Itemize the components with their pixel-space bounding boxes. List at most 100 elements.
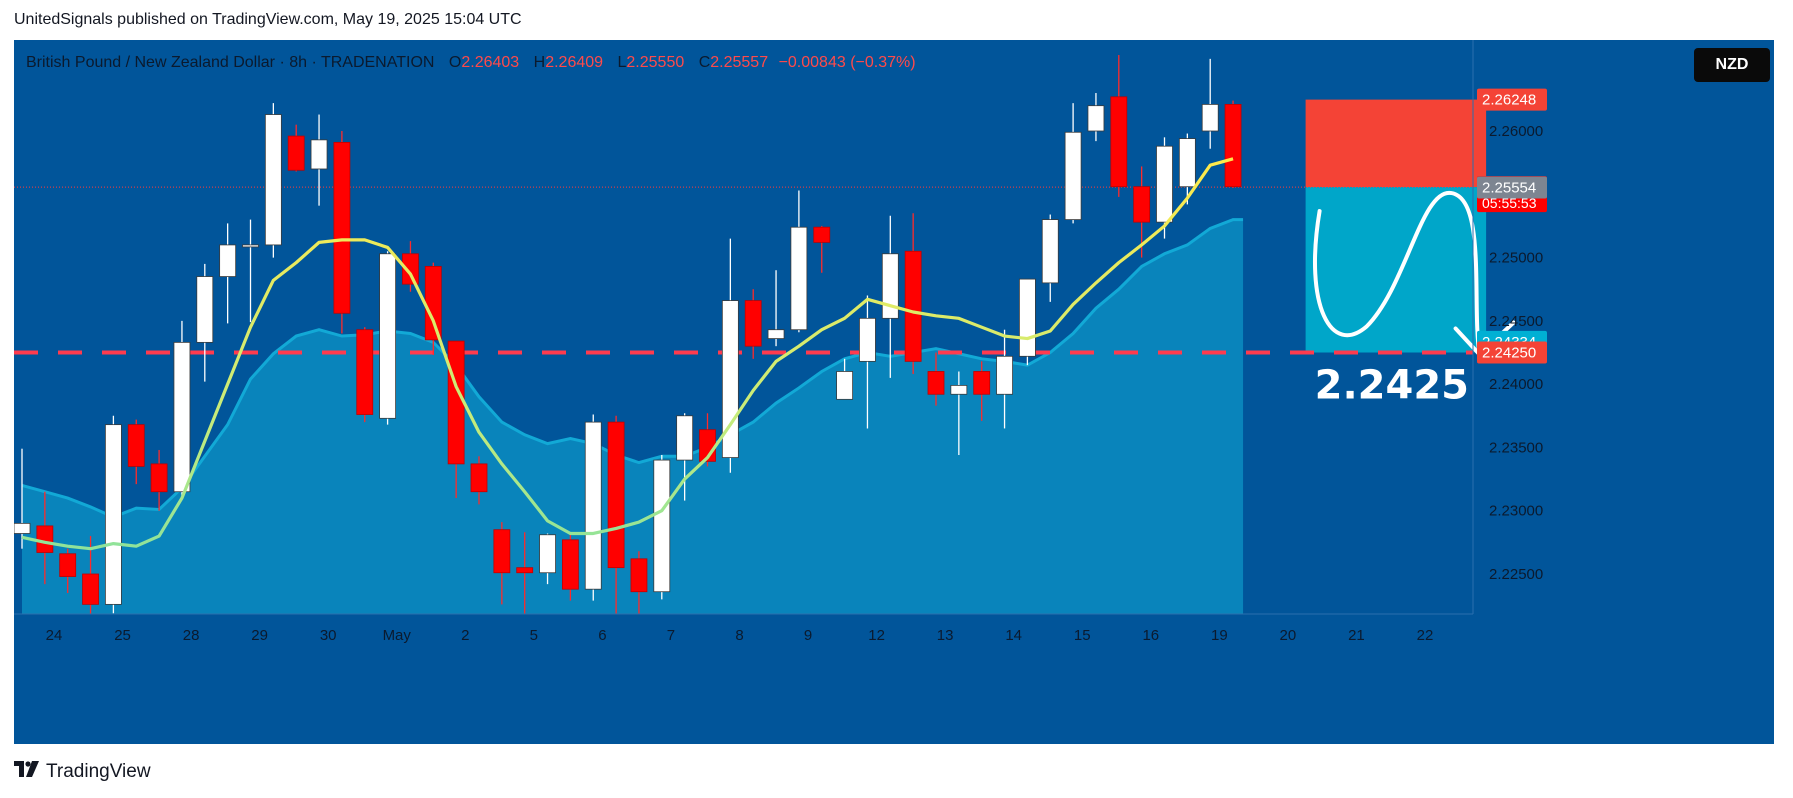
candle (1087, 93, 1105, 142)
price-tick-label: 2.23000 (1489, 503, 1543, 520)
time-tick-label: 13 (937, 627, 954, 644)
candle (767, 270, 785, 347)
price-label: 2.25554 (1477, 176, 1547, 199)
candle-body (1224, 104, 1242, 188)
candle-body (790, 226, 808, 331)
forecast-wave-drawing (1312, 191, 1482, 357)
candle-body (1019, 278, 1036, 357)
ma-slow-line (21, 218, 1244, 519)
candle-body (310, 139, 328, 170)
price-label-text: 2.24250 (1482, 345, 1536, 362)
open-label: O (448, 54, 462, 71)
candle (173, 320, 191, 496)
candle (264, 103, 282, 258)
price-label-text: 2.25554 (1482, 179, 1536, 196)
symbol-legend[interactable]: British Pound / New Zealand Dollar · 8h … (26, 54, 916, 72)
candle (333, 131, 351, 334)
candle-body (996, 355, 1013, 395)
candle (196, 263, 214, 382)
time-tick-label: 12 (868, 627, 885, 644)
candle-body (242, 244, 259, 248)
price-label-box (1477, 341, 1547, 364)
candle-body (219, 244, 237, 277)
candle (493, 522, 511, 605)
candle-body (1133, 186, 1151, 223)
candle (1041, 214, 1059, 302)
price-label: 2.24250 (1477, 341, 1547, 364)
candle-body (836, 371, 853, 400)
candle-body (950, 385, 968, 395)
candle (881, 215, 899, 378)
time-tick-label: 25 (114, 627, 131, 644)
time-tick-label: May (383, 627, 412, 644)
ma-slow-area (22, 219, 1244, 614)
candle (1064, 103, 1082, 224)
candle-body (630, 558, 648, 593)
take-profit-zone (1305, 187, 1487, 353)
time-tick-label: 30 (320, 627, 337, 644)
candle-body (676, 415, 694, 461)
candle-body (653, 459, 671, 593)
candle (562, 533, 579, 601)
candle (219, 223, 237, 324)
candle (14, 448, 31, 549)
candle (653, 455, 671, 600)
candle-body (813, 226, 831, 243)
candle-body (402, 253, 419, 285)
candle (539, 533, 556, 585)
time-tick-label: 6 (598, 627, 606, 644)
candle (287, 124, 305, 172)
candle-body (196, 276, 214, 343)
chart-area[interactable]: 2.2425 2.260002.255002.250002.245002.240… (14, 40, 1774, 744)
time-tick-label: 21 (1348, 627, 1365, 644)
time-tick-label: 29 (251, 627, 268, 644)
candle (927, 352, 945, 406)
price-label: 2.26248 (1477, 88, 1547, 111)
price-tick-label: 2.24000 (1489, 376, 1543, 393)
candle (105, 415, 122, 614)
candle (836, 358, 853, 400)
candle (1110, 55, 1128, 197)
close-value: 2.25557 (710, 54, 769, 71)
candle (950, 371, 968, 456)
time-tick-label: 24 (46, 627, 63, 644)
candle (1019, 278, 1036, 366)
candle (379, 251, 397, 425)
candle-body (539, 534, 556, 574)
time-tick-label: 8 (735, 627, 743, 644)
candle-body (447, 340, 465, 465)
change-value: −0.00843 (−0.37%) (778, 54, 916, 71)
candle (59, 548, 77, 593)
candle-body (607, 421, 625, 569)
time-tick-label: 14 (1005, 627, 1022, 644)
candle (127, 419, 145, 485)
candle-body (1110, 96, 1128, 188)
candle (424, 262, 442, 356)
candle (242, 219, 259, 323)
candle (790, 190, 808, 333)
price-tick-label: 2.25000 (1489, 250, 1543, 267)
tradingview-logo[interactable]: TradingView (14, 760, 151, 783)
candle-body (1087, 105, 1105, 132)
target-annotation: 2.2425 (1315, 363, 1469, 409)
candle-body (881, 253, 899, 319)
candle (630, 551, 648, 621)
candle (402, 241, 419, 292)
candle-body (859, 317, 876, 362)
candle (1201, 58, 1219, 149)
candle-body (333, 141, 351, 314)
candle (904, 213, 922, 375)
candle-body (287, 135, 305, 171)
time-tick-label: 9 (804, 627, 812, 644)
candle-body (1156, 145, 1173, 223)
candle-body (562, 539, 579, 590)
currency-button[interactable]: NZD (1694, 48, 1770, 82)
candle-body (904, 250, 922, 362)
symbol-name: British Pound / New Zealand Dollar · 8h … (26, 54, 435, 71)
high-value: 2.26409 (545, 54, 604, 71)
high-label: H (533, 54, 546, 71)
price-tick-label: 2.22500 (1489, 566, 1543, 583)
price-chart[interactable]: 2.2425 2.260002.255002.250002.245002.240… (14, 40, 1774, 744)
candle-body (356, 329, 374, 415)
candle (1133, 166, 1151, 258)
